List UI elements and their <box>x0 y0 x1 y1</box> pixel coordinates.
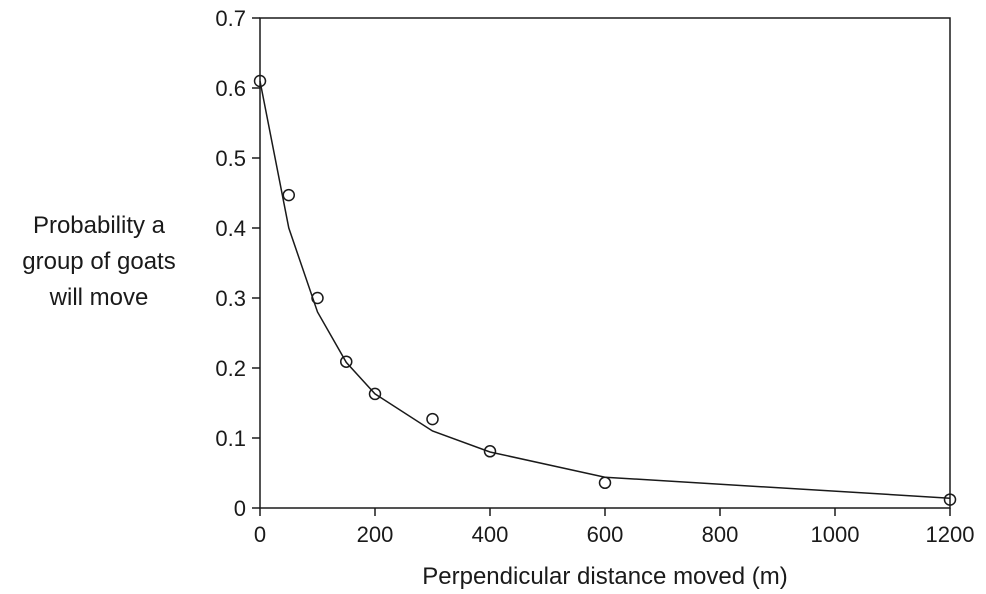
data-point <box>426 412 439 426</box>
y-tick-label: 0.5 <box>215 146 246 171</box>
data-point <box>483 445 497 458</box>
y-axis-label: Probability a group of goats will move <box>0 208 198 316</box>
x-tick-label: 600 <box>587 522 624 547</box>
y-tick-label: 0.7 <box>215 6 246 31</box>
data-point <box>253 74 267 88</box>
y-axis-label-line-2: group of goats <box>22 248 176 275</box>
x-tick-label: 1000 <box>811 522 860 547</box>
y-tick-label: 0.1 <box>215 426 246 451</box>
x-tick-label: 800 <box>702 522 739 547</box>
fitted-curve <box>259 80 951 499</box>
data-point <box>311 291 324 305</box>
data-point <box>368 387 382 401</box>
x-tick-label: 1200 <box>926 522 975 547</box>
data-point <box>340 355 353 368</box>
x-tick-label: 200 <box>357 522 394 547</box>
x-axis-label: Perpendicular distance moved (m) <box>422 563 788 590</box>
y-tick-label: 0 <box>234 496 246 521</box>
x-tick-label: 400 <box>472 522 509 547</box>
data-points <box>253 74 957 506</box>
y-tick-label: 0.2 <box>215 356 246 381</box>
y-tick-label: 0.3 <box>215 286 246 311</box>
fitted-curve-line <box>259 80 951 499</box>
data-point <box>943 493 957 506</box>
x-tick-label: 0 <box>254 522 266 547</box>
y-axis-label-line-1: Probability a <box>32 212 166 239</box>
y-tick-label: 0.6 <box>215 76 246 101</box>
y-tick-label: 0.4 <box>215 216 246 241</box>
y-axis-ticks: 0 0.1 0.2 0.3 0.4 0.5 0.6 0.7 <box>215 6 260 521</box>
plot-frame <box>259 17 951 509</box>
data-point <box>598 476 612 490</box>
x-axis-ticks: 0 200 400 600 800 1000 1200 <box>254 508 975 547</box>
y-axis-label-line-3: will move <box>49 284 149 311</box>
data-point <box>282 188 295 202</box>
